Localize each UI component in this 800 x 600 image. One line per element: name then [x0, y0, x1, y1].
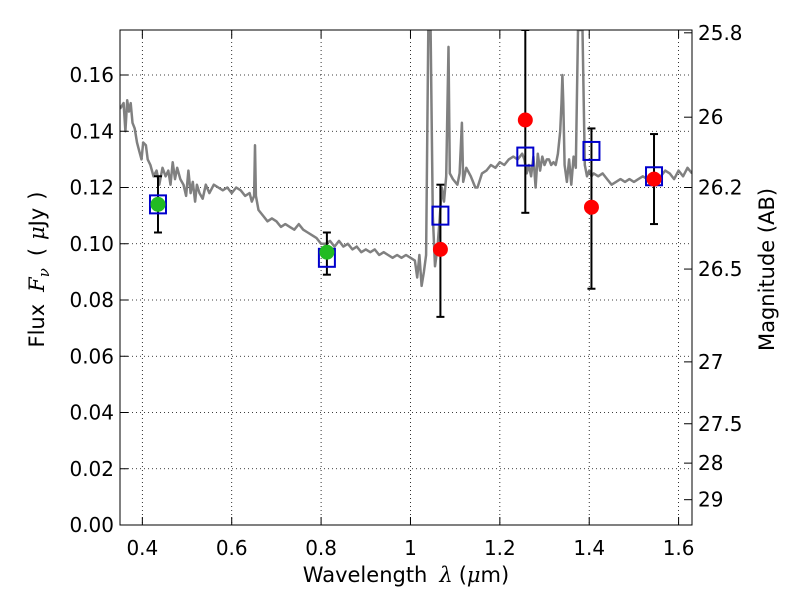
y-axis-label-subscript: ν	[35, 268, 53, 277]
model-photometry-square	[431, 205, 450, 226]
y-tick-label: 0.00	[69, 513, 114, 537]
model-spectrum-line	[120, 30, 692, 288]
y2-tick-label: 26.2	[698, 176, 743, 200]
grid	[120, 30, 692, 526]
model-photometry-square	[516, 146, 535, 167]
y2-tick-label: 26	[698, 105, 723, 129]
y-axis-label-unit-rest: Jy	[25, 208, 49, 229]
y-tick-label: 0.12	[69, 176, 114, 200]
y-tick-label: 0.04	[69, 401, 114, 425]
y-tick-label: 0.14	[69, 119, 114, 143]
y-axis-label-unit-close: )	[25, 191, 49, 199]
observed-point-green	[150, 196, 166, 212]
observed-point-red	[432, 241, 448, 257]
x-tick-label: 1.4	[573, 536, 605, 560]
x-axis-label-unit-mu: μ	[467, 563, 481, 587]
y-axis-label-unit-mu: μ	[25, 226, 49, 240]
y-tick-label: 0.08	[69, 288, 114, 312]
x-axis-label-unit-rest: m)	[481, 563, 510, 587]
x-axis-label-symbol: λ	[438, 563, 452, 587]
x-axis-label-text: Wavelength	[303, 563, 428, 587]
x-axis-label-unit-open: (	[459, 563, 467, 587]
y-tick-label: 0.06	[69, 344, 114, 368]
model-photometry-square	[148, 194, 167, 215]
x-tick-label: 0.8	[305, 536, 337, 560]
y2-tick-label: 25.8	[698, 21, 743, 45]
y2-axis-label: Magnitude (AB)	[755, 188, 779, 351]
y2-tick-label: 27	[698, 350, 723, 374]
y-tick-label: 0.02	[69, 457, 114, 481]
x-tick-label: 1	[404, 536, 417, 560]
axis-ticks: 0.4 0.6 0.8 1 1.2 1.4 1.6 0.00 0.02 0.04 0.06 0.08 0…	[69, 21, 742, 560]
y-tick-label: 0.16	[69, 63, 114, 87]
y-axis-label-text: Flux	[25, 304, 49, 348]
plot-area	[120, 30, 692, 318]
y2-tick-label: 29	[698, 488, 723, 512]
y-tick-label: 0.10	[69, 232, 114, 256]
model-photometry-square	[582, 140, 601, 161]
observed-point-red	[583, 199, 599, 215]
y-axis-label: Flux Fν ( μJy)	[25, 191, 53, 347]
y2-tick-label: 28	[698, 451, 723, 475]
plot-frame	[119, 29, 693, 526]
y-axis-label-unit-open: (	[25, 248, 49, 256]
x-tick-label: 0.6	[216, 536, 248, 560]
x-tick-label: 1.2	[484, 536, 516, 560]
observed-point-green	[319, 244, 335, 260]
y2-tick-label: 27.5	[698, 412, 743, 436]
observed-point-red	[646, 171, 662, 187]
y-axis-label-symbol: F	[25, 276, 49, 293]
y2-tick-label: 26.5	[698, 257, 743, 281]
x-tick-label: 0.4	[126, 536, 158, 560]
observed-point-red	[517, 112, 533, 128]
x-tick-label: 1.6	[663, 536, 695, 560]
x-axis-label: Wavelength λ (μm)	[303, 563, 509, 587]
